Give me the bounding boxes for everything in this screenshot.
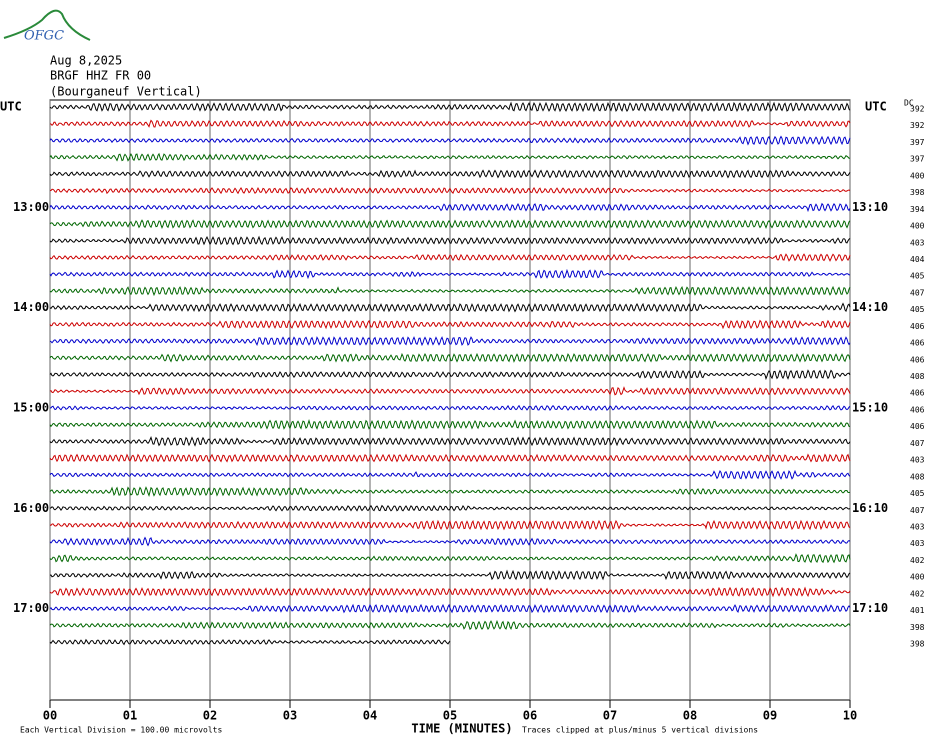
time-label-right: 14:10: [852, 300, 888, 314]
trace: [49, 435, 851, 447]
dc-value: 397: [910, 155, 925, 164]
logo: OFGC: [24, 29, 64, 44]
dc-value: 403: [910, 539, 925, 548]
x-tick-label: 00: [43, 709, 57, 723]
dc-value: 394: [910, 205, 925, 214]
trace: [49, 638, 451, 646]
dc-value: 400: [910, 573, 925, 582]
time-label-left: 13:00: [13, 200, 49, 214]
trace: [49, 536, 851, 547]
trace: [49, 404, 851, 412]
scale-note: Each Vertical Division = 100.00 microvol…: [20, 726, 222, 735]
dc-value: 405: [910, 305, 925, 314]
location: (Bourganeuf Vertical): [50, 85, 202, 99]
dc-value: 406: [910, 422, 925, 431]
dc-value: 398: [910, 188, 925, 197]
trace: [49, 469, 851, 480]
clip-note: Traces clipped at plus/minus 5 vertical …: [522, 726, 758, 735]
trace: [49, 253, 851, 262]
dc-value: 406: [910, 355, 925, 364]
x-tick-label: 10: [843, 709, 857, 723]
trace: [49, 386, 851, 396]
dc-value: 400: [910, 222, 925, 231]
trace: [49, 319, 851, 330]
dc-value: 401: [910, 606, 925, 615]
dc-value: 408: [910, 472, 925, 481]
trace: [49, 302, 851, 313]
time-label-left: 14:00: [13, 300, 49, 314]
dc-value: 404: [910, 255, 925, 264]
time-label-right: 17:10: [852, 601, 888, 615]
trace: [49, 135, 851, 146]
dc-value: 407: [910, 288, 925, 297]
x-tick-label: 01: [123, 709, 137, 723]
trace: [49, 186, 851, 195]
dc-value: 392: [910, 105, 925, 114]
station: BRGF HHZ FR 00: [50, 69, 151, 83]
x-axis-title: TIME (MINUTES): [411, 722, 512, 736]
x-tick-label: 04: [363, 709, 377, 723]
trace: [49, 586, 851, 598]
dc-value: 403: [910, 523, 925, 532]
trace: [49, 369, 851, 381]
time-label-right: 13:10: [852, 200, 888, 214]
trace: [49, 119, 851, 128]
x-tick-label: 08: [683, 709, 697, 723]
x-tick-label: 09: [763, 709, 777, 723]
trace: [49, 486, 851, 497]
dc-value: 403: [910, 456, 925, 465]
trace: [49, 569, 851, 581]
dc-value: 392: [910, 121, 925, 130]
dc-label: DC: [904, 99, 914, 108]
trace: [49, 619, 851, 631]
time-label-right: 16:10: [852, 501, 888, 515]
trace: [49, 453, 851, 463]
x-tick-label: 02: [203, 709, 217, 723]
dc-value: 398: [910, 640, 925, 649]
dc-value: 403: [910, 238, 925, 247]
trace: [49, 553, 851, 564]
trace: [49, 603, 851, 614]
trace: [49, 235, 851, 246]
trace: [49, 418, 851, 430]
dc-value: 406: [910, 339, 925, 348]
trace: [49, 504, 851, 512]
dc-value: 407: [910, 439, 925, 448]
dc-value: 406: [910, 322, 925, 331]
dc-value: 407: [910, 506, 925, 515]
dc-value: 408: [910, 372, 925, 381]
dc-value: 397: [910, 138, 925, 147]
time-label-left: 16:00: [13, 501, 49, 515]
utc-right: UTC: [865, 100, 887, 114]
dc-value: 402: [910, 589, 925, 598]
dc-value: 398: [910, 623, 925, 632]
trace: [49, 152, 851, 162]
utc-left: UTC: [0, 100, 22, 114]
x-tick-label: 05: [443, 709, 457, 723]
x-tick-label: 07: [603, 709, 617, 723]
dc-value: 405: [910, 272, 925, 281]
trace: [49, 101, 851, 113]
dc-value: 406: [910, 405, 925, 414]
trace: [49, 169, 851, 179]
time-label-right: 15:10: [852, 400, 888, 414]
time-label-left: 15:00: [13, 400, 49, 414]
date: Aug 8,2025: [50, 54, 122, 68]
logo-curve: [3, 9, 91, 41]
trace: [49, 519, 851, 531]
time-label-left: 17:00: [13, 601, 49, 615]
trace: [49, 352, 851, 363]
dc-value: 406: [910, 389, 925, 398]
trace: [49, 219, 851, 230]
dc-value: 400: [910, 171, 925, 180]
dc-value: 405: [910, 489, 925, 498]
dc-value: 402: [910, 556, 925, 565]
trace: [49, 268, 851, 280]
trace: [49, 202, 851, 213]
trace: [49, 285, 851, 297]
trace: [49, 336, 851, 347]
x-tick-label: 03: [283, 709, 297, 723]
x-tick-label: 06: [523, 709, 537, 723]
